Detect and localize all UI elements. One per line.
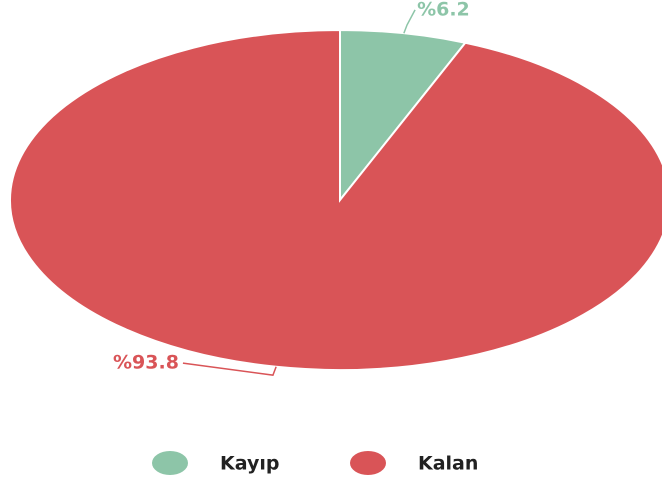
value-label: %6.2 <box>417 0 470 20</box>
value-label: %93.8 <box>113 352 179 374</box>
pie-slice <box>9 28 662 371</box>
legend-label: Kayıp <box>220 453 279 475</box>
legend-marker <box>152 451 188 475</box>
label-line <box>403 9 416 34</box>
pie-slice <box>339 28 468 203</box>
label-line <box>182 362 277 376</box>
legend-marker <box>350 451 386 475</box>
legend-label: Kalan <box>418 453 478 475</box>
